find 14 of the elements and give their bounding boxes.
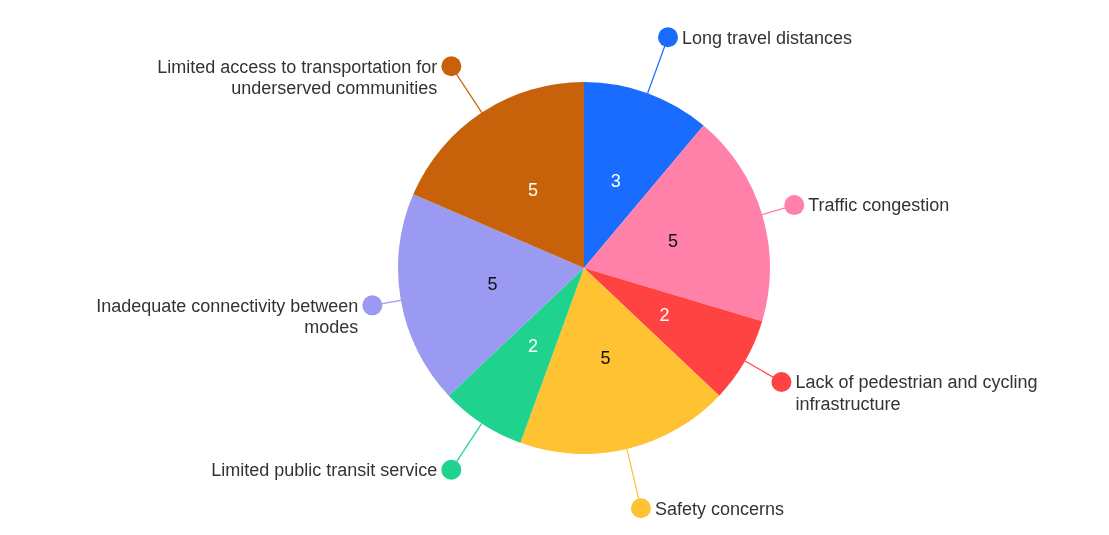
slice-label: Limited access to transportation for underserved communities xyxy=(157,56,438,99)
legend-label: Long travel distances xyxy=(682,27,853,48)
slice-label: Inadequate connectivity between modes xyxy=(96,295,359,338)
data-label: 5 xyxy=(527,180,538,201)
data-label: 2 xyxy=(527,335,538,356)
data-label: 5 xyxy=(487,274,498,295)
slice-label: Limited public transit service xyxy=(211,460,438,480)
legend-label: Traffic congestion xyxy=(808,195,950,216)
data-label: 2 xyxy=(659,304,670,325)
data-label: 5 xyxy=(668,231,679,252)
legend-label: Lack of pedestrian and cycling infrastructure xyxy=(795,372,1038,414)
data-label: 5 xyxy=(600,348,611,369)
data-label: 3 xyxy=(610,170,621,191)
legend-label: Safety concerns xyxy=(654,498,785,519)
